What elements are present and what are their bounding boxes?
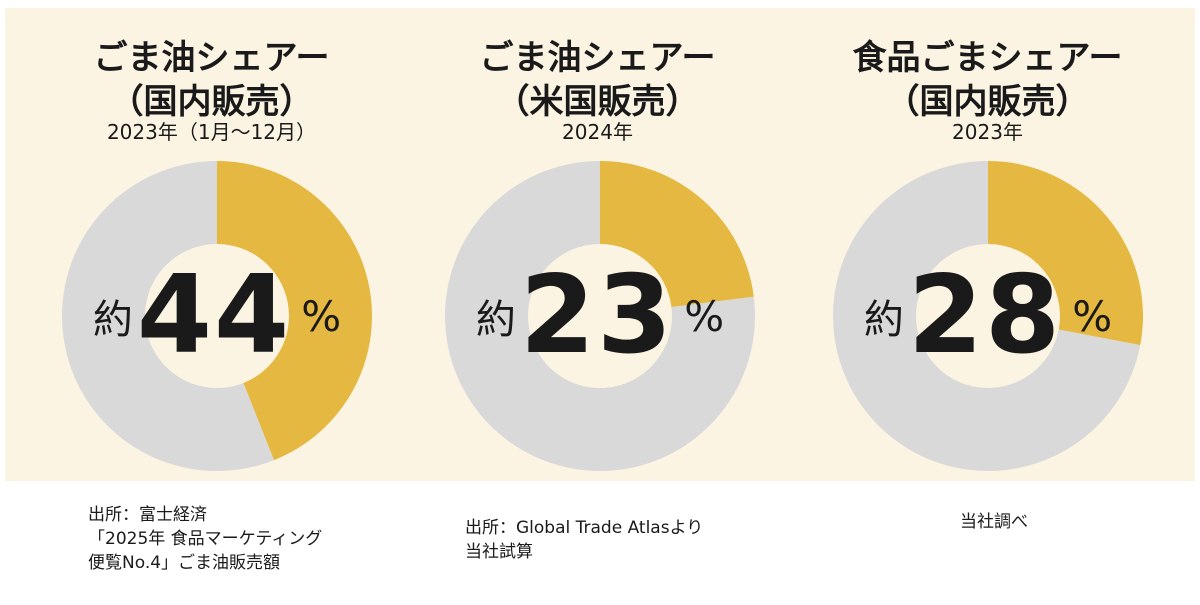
source-line: 「2025年 食品マーケティング <box>88 529 323 549</box>
share-unit: % <box>684 291 725 341</box>
donut-slice-share <box>217 161 373 461</box>
share-label: 約 28 % <box>828 156 1148 476</box>
share-prefix: 約 <box>475 297 516 343</box>
source-line: 便覧No.4」ごま油販売額 <box>88 553 281 573</box>
share-value: 23 <box>519 253 675 378</box>
chart-title: 食品ごまシェアー （国内販売） <box>795 36 1180 124</box>
chart-subtitle: 2024年 <box>562 120 633 144</box>
share-label: 約 23 % <box>440 156 760 476</box>
chart-subtitle: 2023年（1月～12月） <box>106 120 317 144</box>
source-line: 当社試算 <box>465 542 533 562</box>
chart-title-line: （米国販売） <box>495 82 700 122</box>
chart-subtitle: 2023年 <box>952 120 1023 144</box>
donut-chart <box>828 156 1148 476</box>
chart-title-line: 食品ごまシェアー <box>852 38 1123 78</box>
chart-domestic-sesame-oil: ごま油シェアー （国内販売） 2023年（1月～12月） 約 44 % <box>19 8 404 481</box>
donut-chart <box>57 156 377 476</box>
donut-slice-share <box>600 161 754 307</box>
donut-svg <box>833 161 1143 471</box>
donut-slice-rest <box>833 161 1141 471</box>
donut-slice-share <box>988 161 1143 346</box>
chart-title-line: （国内販売） <box>885 82 1090 122</box>
source-note: 出所：富士経済 「2025年 食品マーケティング 便覧No.4」ごま油販売額 <box>88 503 322 575</box>
source-line: 当社調べ <box>960 512 1028 532</box>
share-unit: % <box>301 291 342 341</box>
share-prefix: 約 <box>863 297 904 343</box>
donut-chart <box>440 156 760 476</box>
share-label: 約 44 % <box>57 156 377 476</box>
source-note: 当社調べ <box>960 510 1028 534</box>
share-value: 28 <box>907 253 1063 378</box>
source-note: 出所：Global Trade Atlasより 当社試算 <box>465 516 703 564</box>
chart-us-sesame-oil: ごま油シェアー （米国販売） 2024年 約 23 % <box>405 8 790 481</box>
donut-slice-rest <box>444 161 755 472</box>
share-unit: % <box>1072 291 1113 341</box>
chart-title-line: ごま油シェアー <box>479 38 716 78</box>
chart-domestic-food-sesame: 食品ごまシェアー （国内販売） 2023年 約 28 % <box>795 8 1180 481</box>
source-line: 出所：Global Trade Atlasより <box>465 518 704 538</box>
chart-title-line: （国内販売） <box>109 82 314 122</box>
share-value: 44 <box>136 253 292 378</box>
donut-svg <box>444 161 755 472</box>
chart-title-line: ごま油シェアー <box>93 38 330 78</box>
source-line: 出所：富士経済 <box>88 505 207 525</box>
chart-title: ごま油シェアー （米国販売） <box>405 36 790 124</box>
share-prefix: 約 <box>92 297 133 343</box>
chart-title: ごま油シェアー （国内販売） <box>19 36 404 124</box>
donut-slice-rest <box>62 161 275 471</box>
donut-svg <box>62 161 373 471</box>
